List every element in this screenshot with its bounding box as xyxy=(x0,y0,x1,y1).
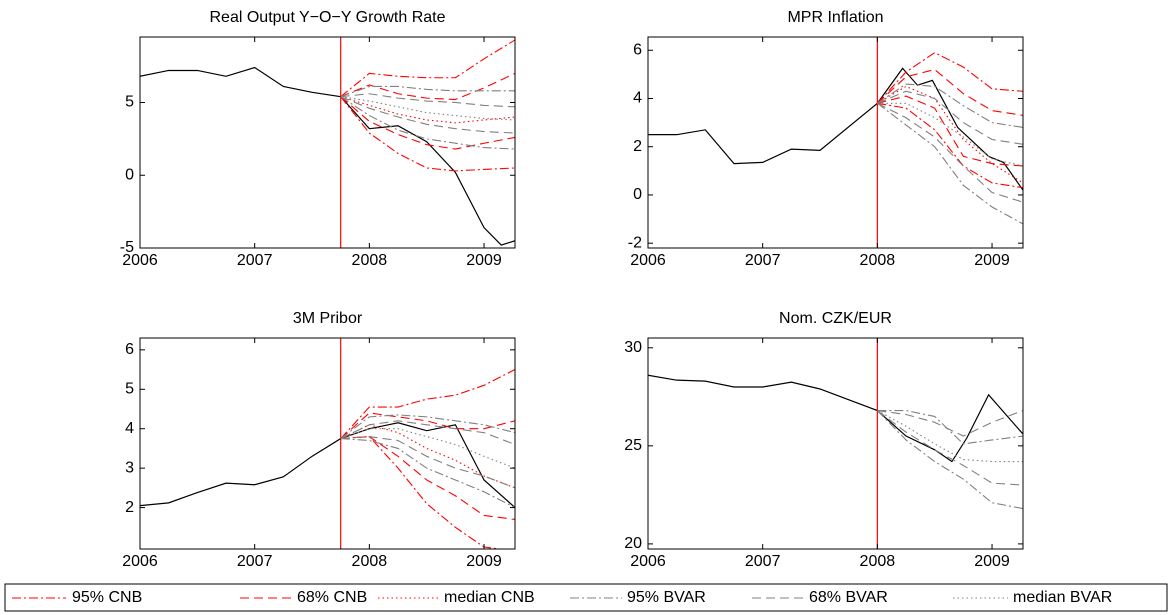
panel: Nom. CZK/EUR 20 25 30 2006 2007 2008 2009 xyxy=(624,310,1024,570)
actual-line xyxy=(648,374,1023,463)
band-line xyxy=(877,83,1023,128)
y-tick-label: 6 xyxy=(633,41,642,58)
panel: Real Output Y−O−Y Growth Rate -5 0 5 2006 200… xyxy=(120,9,516,269)
chart-title: Nom. CZK/EUR xyxy=(779,310,892,327)
y-tick-label: 4 xyxy=(633,90,642,107)
x-tick-label: 2007 xyxy=(745,252,781,269)
legend-box xyxy=(4,583,1168,612)
legend-label: 95% BVAR xyxy=(627,589,706,606)
panel: 3M Pribor 2 3 4 5 6 2006 2007 2008 2009 xyxy=(122,310,516,570)
chart-title: 3M Pribor xyxy=(293,310,363,327)
y-tick-label: 2 xyxy=(125,499,134,516)
band-line xyxy=(340,96,515,150)
plot-area xyxy=(648,338,1023,549)
chart-title: Real Output Y−O−Y Growth Rate xyxy=(210,9,446,26)
band-line xyxy=(877,90,1023,145)
band-line xyxy=(877,85,1023,184)
actual-line xyxy=(648,67,1023,191)
actual-line xyxy=(140,66,515,246)
x-tick-label: 2009 xyxy=(974,252,1010,269)
y-tick-label: -2 xyxy=(628,234,642,251)
band-line xyxy=(340,96,515,172)
x-tick-label: 2009 xyxy=(466,252,502,269)
y-tick-label: 20 xyxy=(624,535,642,552)
legend-label: median CNB xyxy=(444,589,535,606)
band-line xyxy=(876,410,1023,510)
band-line xyxy=(340,85,515,98)
x-tick-label: 2008 xyxy=(860,553,896,570)
legend-label: 68% CNB xyxy=(297,589,367,606)
band-line xyxy=(876,52,1023,104)
axes-box xyxy=(139,36,516,249)
x-tick-label: 2008 xyxy=(352,553,388,570)
band-line xyxy=(340,412,515,439)
band-line xyxy=(340,96,515,121)
band-line xyxy=(340,369,515,439)
x-tick-label: 2006 xyxy=(630,252,666,269)
plot-area xyxy=(648,37,1023,248)
x-tick-label: 2009 xyxy=(466,553,502,570)
band-line xyxy=(877,410,1023,445)
band-line xyxy=(877,102,1023,203)
x-tick-label: 2007 xyxy=(237,252,273,269)
plot-area xyxy=(140,37,515,248)
band-line xyxy=(340,39,515,98)
band-line xyxy=(877,410,1023,486)
band-line xyxy=(877,102,1023,189)
x-tick-label: 2008 xyxy=(352,252,388,269)
y-tick-label: 4 xyxy=(125,420,134,437)
axes-box xyxy=(647,337,1024,550)
y-tick-label: 25 xyxy=(624,437,642,454)
x-tick-label: 2007 xyxy=(237,553,273,570)
band-line xyxy=(877,102,1023,167)
chart-title: MPR Inflation xyxy=(787,9,883,26)
axes-box xyxy=(647,36,1024,249)
x-tick-label: 2006 xyxy=(122,553,158,570)
band-line xyxy=(877,95,1023,167)
band-line xyxy=(340,428,515,469)
band-line xyxy=(876,68,1023,116)
y-tick-label: 0 xyxy=(125,166,134,183)
y-tick-label: 2 xyxy=(633,138,642,155)
legend-label: 95% CNB xyxy=(72,589,142,606)
y-tick-label: 0 xyxy=(633,186,642,203)
y-tick-label: 6 xyxy=(125,341,134,358)
band-line xyxy=(877,102,1023,225)
band-line xyxy=(340,438,515,509)
band-line xyxy=(340,414,515,440)
band-line xyxy=(877,410,1023,437)
y-tick-label: 5 xyxy=(125,94,134,111)
axes-box xyxy=(139,337,516,550)
legend-label: median BVAR xyxy=(1013,589,1112,606)
band-line xyxy=(340,96,515,150)
y-tick-label: -5 xyxy=(120,239,134,256)
panel: MPR Inflation -2 0 2 4 6 2006 2007 2008 2009 xyxy=(628,9,1024,269)
y-tick-label: 3 xyxy=(125,459,134,476)
actual-line xyxy=(140,422,515,509)
legend-label: 68% BVAR xyxy=(809,589,888,606)
x-tick-label: 2006 xyxy=(122,252,158,269)
x-tick-label: 2006 xyxy=(630,553,666,570)
band-line xyxy=(340,93,515,108)
band-line xyxy=(340,420,515,446)
x-tick-label: 2009 xyxy=(974,553,1010,570)
band-line xyxy=(877,410,1023,463)
x-tick-label: 2008 xyxy=(860,252,896,269)
y-tick-label: 5 xyxy=(125,380,134,397)
band-line xyxy=(340,436,515,489)
legend: 95% CNB 68% CNB median CNB 95% BVAR 68% … xyxy=(12,589,1112,606)
plot-area xyxy=(140,338,515,549)
y-tick-label: 30 xyxy=(624,339,642,356)
band-line xyxy=(340,72,515,101)
x-tick-label: 2007 xyxy=(745,553,781,570)
band-line xyxy=(340,96,515,134)
